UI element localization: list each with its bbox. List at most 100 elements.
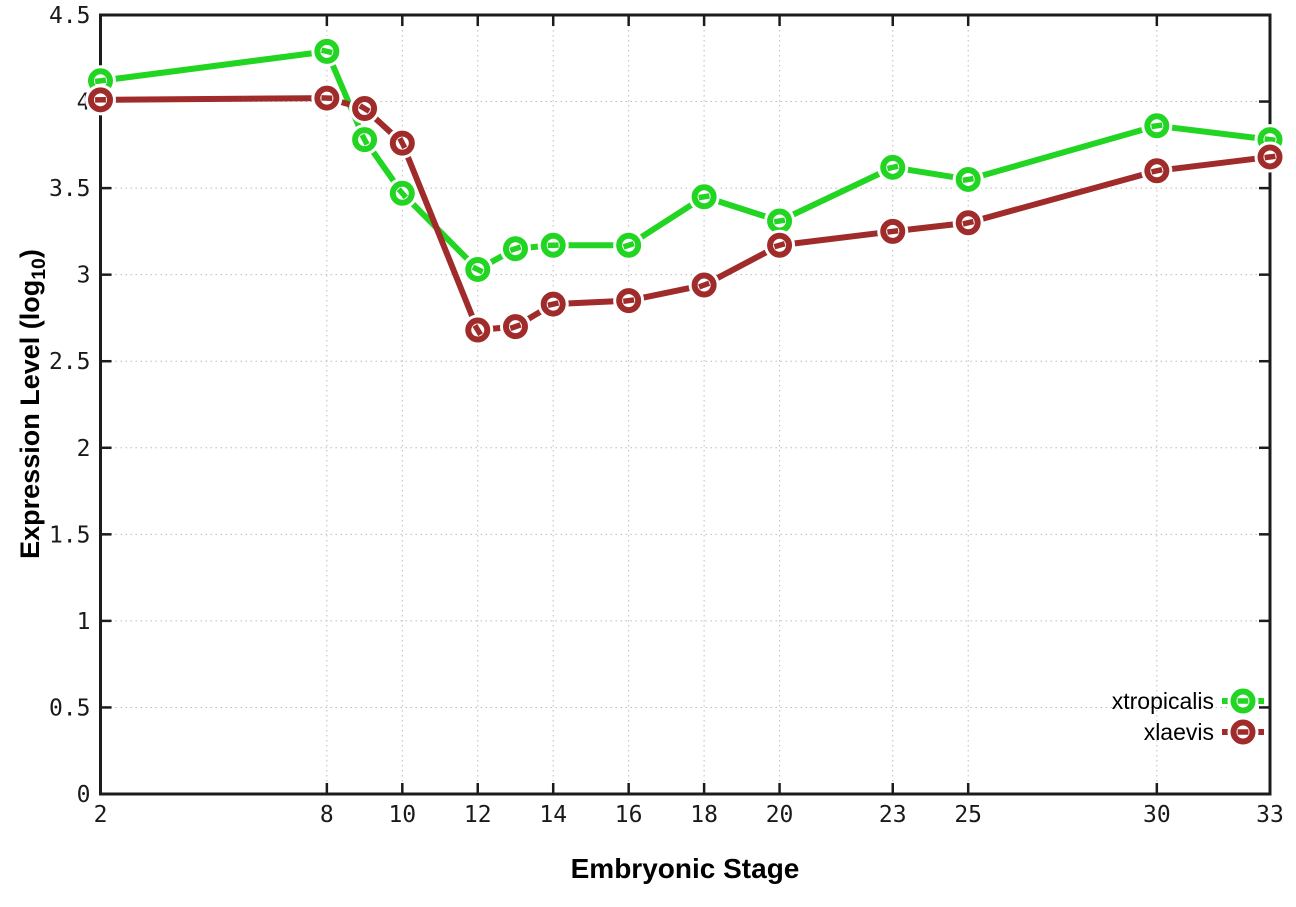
data-point-marker xyxy=(613,285,645,317)
series-line-xtropicalis xyxy=(100,48,1271,273)
data-point-marker xyxy=(311,35,343,67)
marker-ring xyxy=(691,272,717,298)
marker-dash xyxy=(1150,166,1163,175)
marker-dash xyxy=(887,228,899,235)
marker-ring xyxy=(540,232,566,258)
marker-ring xyxy=(1230,688,1256,714)
marker-dash xyxy=(471,264,484,275)
grid-lines xyxy=(100,15,1270,794)
marker-ring xyxy=(540,291,566,317)
data-point-marker xyxy=(688,181,720,213)
data-point-marker xyxy=(952,163,984,195)
marker-dash xyxy=(358,103,371,114)
marker-dash xyxy=(509,322,522,331)
marker-dash xyxy=(547,300,560,308)
data-point-marker xyxy=(85,84,116,116)
legend-label: xlaevis xyxy=(1144,719,1214,745)
y-axis-title: Expression Level (log10) xyxy=(15,249,51,559)
marker-ring xyxy=(880,218,906,244)
marker-dash xyxy=(509,244,522,253)
x-tick-label: 12 xyxy=(464,802,492,828)
series-xtropicalis xyxy=(85,35,1286,285)
data-point-marker xyxy=(688,269,720,301)
data-point-marker xyxy=(349,124,381,156)
marker-ring xyxy=(955,210,981,236)
marker-dash xyxy=(622,297,635,305)
plot-border xyxy=(99,13,1272,796)
tick-labels: 2 8 10 12 14 16 18 20 23 25 30 3300.511.522.533.544… xyxy=(49,3,1284,828)
data-point-marker xyxy=(877,215,909,247)
series-xlaevis xyxy=(85,82,1286,346)
marker-dash xyxy=(622,240,635,250)
data-point-marker xyxy=(1141,110,1173,142)
series-line-xlaevis xyxy=(100,95,1271,334)
x-tick-label: 23 xyxy=(879,802,907,828)
data-point-marker xyxy=(613,229,645,261)
marker-dash xyxy=(359,133,370,146)
x-tick-label: 18 xyxy=(690,802,718,828)
y-tick-label: 4.5 xyxy=(49,3,91,29)
marker-ring xyxy=(352,127,378,153)
marker-ring xyxy=(502,236,528,262)
marker-ring xyxy=(314,85,340,111)
y-axis-title-subscript: 10 xyxy=(28,258,51,280)
marker-ring xyxy=(1230,719,1256,745)
marker-dash xyxy=(1264,153,1276,161)
x-tick-label: 33 xyxy=(1256,802,1284,828)
data-point-marker xyxy=(1141,155,1173,187)
legend: xtropicalis xlaevis xyxy=(1112,685,1264,748)
x-tick-label: 2 xyxy=(94,802,108,828)
legend-entry-xtropicalis: xtropicalis xyxy=(1112,685,1264,717)
y-tick-label: 2.5 xyxy=(49,349,91,375)
y-tick-label: 1 xyxy=(77,609,91,635)
axis-ticks xyxy=(99,13,1272,796)
y-axis-title-suffix: ) xyxy=(14,249,45,259)
x-tick-label: 30 xyxy=(1143,802,1171,828)
marker-ring xyxy=(502,314,528,340)
x-tick-label: 25 xyxy=(954,802,982,828)
data-point-marker xyxy=(499,311,531,343)
legend-label: xtropicalis xyxy=(1112,688,1214,714)
marker-dash xyxy=(320,47,333,56)
y-tick-label: 2 xyxy=(77,436,91,462)
marker-ring xyxy=(465,256,491,282)
marker-ring xyxy=(88,87,113,113)
x-axis-title: Embryonic Stage xyxy=(570,853,800,884)
data-point-marker xyxy=(537,288,569,320)
data-point-marker xyxy=(537,229,569,261)
data-point-marker xyxy=(386,177,418,209)
x-tick-label: 20 xyxy=(766,802,794,828)
y-tick-label: 3 xyxy=(77,263,91,289)
marker-ring xyxy=(1144,113,1170,139)
marker-dash xyxy=(472,324,483,337)
marker-dash xyxy=(1264,136,1276,144)
data-point-marker xyxy=(349,92,381,124)
marker-ring xyxy=(616,288,642,314)
marker-dash xyxy=(962,218,975,227)
y-tick-label: 3.5 xyxy=(49,176,91,202)
data-point-marker xyxy=(877,151,909,183)
data-point-marker xyxy=(311,82,343,114)
x-tick-label: 16 xyxy=(615,802,643,828)
marker-ring xyxy=(880,154,906,180)
marker-dash xyxy=(698,280,711,290)
marker-ring xyxy=(767,232,793,258)
legend-entry-xlaevis: xlaevis xyxy=(1144,716,1264,748)
marker-dash xyxy=(397,137,408,150)
data-point-marker xyxy=(462,314,494,346)
data-point-marker xyxy=(1254,141,1286,173)
marker-ring xyxy=(1257,144,1283,170)
y-axis-title-text: Expression Level (log xyxy=(14,279,45,559)
marker-dash xyxy=(773,217,786,225)
y-tick-label: 0 xyxy=(77,782,91,808)
marker-dash xyxy=(962,175,974,184)
marker-ring xyxy=(691,184,717,210)
data-point-marker xyxy=(499,233,531,265)
marker-ring xyxy=(616,232,642,258)
marker-ring xyxy=(389,130,415,156)
marker-dash xyxy=(698,193,710,201)
x-tick-label: 8 xyxy=(320,802,334,828)
data-point-marker xyxy=(1227,685,1259,717)
